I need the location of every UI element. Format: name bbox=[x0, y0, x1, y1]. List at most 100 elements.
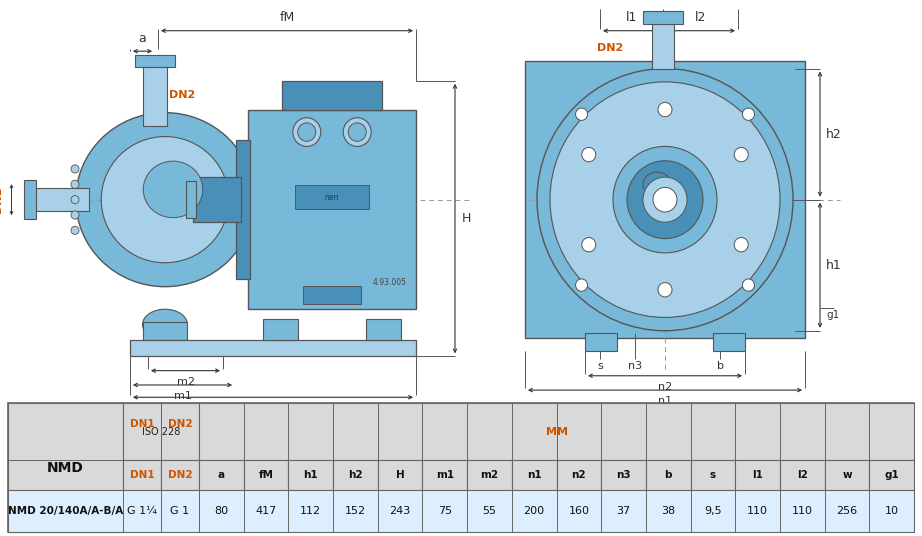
Text: ISO 228: ISO 228 bbox=[142, 427, 180, 437]
Circle shape bbox=[653, 188, 677, 212]
Bar bbox=[512, 460, 557, 490]
Text: m2: m2 bbox=[480, 470, 499, 480]
Circle shape bbox=[349, 123, 366, 142]
Bar bbox=[366, 319, 401, 340]
Text: m2: m2 bbox=[176, 377, 195, 387]
Text: n1: n1 bbox=[658, 396, 672, 406]
Bar bbox=[248, 109, 416, 309]
Text: H: H bbox=[396, 470, 405, 480]
Text: G 1: G 1 bbox=[171, 506, 190, 516]
Ellipse shape bbox=[76, 113, 254, 287]
Text: fM: fM bbox=[279, 11, 295, 24]
Bar bbox=[123, 460, 161, 490]
Bar bbox=[601, 460, 646, 490]
Text: DN1: DN1 bbox=[130, 419, 154, 429]
Bar bbox=[289, 460, 333, 490]
Text: NMD 20/140A/A-B/A: NMD 20/140A/A-B/A bbox=[8, 506, 124, 516]
Text: n2: n2 bbox=[572, 470, 586, 480]
Circle shape bbox=[627, 161, 703, 239]
Bar bbox=[713, 333, 745, 351]
Text: a: a bbox=[218, 470, 225, 480]
Bar bbox=[186, 181, 196, 218]
Text: l2: l2 bbox=[695, 11, 706, 24]
Text: 38: 38 bbox=[661, 506, 675, 516]
Bar bbox=[8, 403, 123, 532]
Bar bbox=[130, 340, 416, 356]
Circle shape bbox=[582, 147, 596, 162]
Text: 110: 110 bbox=[792, 506, 813, 516]
Text: s: s bbox=[710, 470, 716, 480]
Text: l2: l2 bbox=[797, 470, 808, 480]
Bar bbox=[123, 403, 199, 460]
Text: g1: g1 bbox=[826, 310, 839, 320]
Text: NMD: NMD bbox=[47, 460, 84, 475]
Text: 10: 10 bbox=[884, 506, 899, 516]
Bar bbox=[643, 11, 683, 24]
Bar bbox=[23, 180, 36, 219]
Text: s: s bbox=[597, 361, 603, 371]
Circle shape bbox=[71, 211, 79, 219]
Bar bbox=[193, 177, 241, 222]
Circle shape bbox=[71, 226, 79, 234]
Circle shape bbox=[734, 237, 749, 252]
Text: m1: m1 bbox=[173, 391, 192, 401]
Text: 37: 37 bbox=[617, 506, 631, 516]
Text: 55: 55 bbox=[482, 506, 496, 516]
Text: n3: n3 bbox=[616, 470, 631, 480]
Bar bbox=[467, 460, 512, 490]
Circle shape bbox=[582, 237, 596, 252]
Circle shape bbox=[71, 196, 79, 204]
Text: n3: n3 bbox=[628, 361, 642, 371]
Bar bbox=[557, 460, 601, 490]
Text: fM: fM bbox=[258, 470, 274, 480]
Bar bbox=[199, 460, 243, 490]
Circle shape bbox=[71, 165, 79, 173]
Text: l1: l1 bbox=[626, 11, 637, 24]
Text: 256: 256 bbox=[836, 506, 857, 516]
Circle shape bbox=[613, 146, 717, 253]
Bar bbox=[236, 139, 250, 279]
Circle shape bbox=[71, 180, 79, 188]
Text: b: b bbox=[665, 470, 672, 480]
Text: 110: 110 bbox=[747, 506, 768, 516]
Bar bbox=[824, 460, 869, 490]
Bar bbox=[243, 460, 289, 490]
Ellipse shape bbox=[143, 309, 187, 340]
Text: 80: 80 bbox=[214, 506, 229, 516]
Ellipse shape bbox=[143, 161, 203, 218]
Bar bbox=[652, 17, 674, 69]
Circle shape bbox=[658, 282, 672, 297]
Circle shape bbox=[293, 118, 321, 146]
Bar bbox=[295, 185, 369, 210]
Text: n1: n1 bbox=[526, 470, 541, 480]
Bar bbox=[525, 62, 805, 338]
Text: G 1¼: G 1¼ bbox=[127, 506, 157, 516]
Bar bbox=[8, 490, 914, 532]
Text: h1: h1 bbox=[826, 259, 842, 272]
Bar bbox=[780, 460, 824, 490]
Circle shape bbox=[658, 102, 672, 117]
Text: 112: 112 bbox=[301, 506, 321, 516]
Circle shape bbox=[742, 279, 754, 291]
Bar bbox=[33, 188, 89, 211]
Bar bbox=[281, 81, 383, 109]
Circle shape bbox=[343, 118, 372, 146]
Circle shape bbox=[550, 82, 780, 317]
Circle shape bbox=[575, 108, 587, 121]
Circle shape bbox=[537, 69, 793, 331]
Text: 4.93.005: 4.93.005 bbox=[373, 278, 407, 287]
Text: 9,5: 9,5 bbox=[704, 506, 722, 516]
Bar bbox=[199, 403, 914, 460]
Text: DN1: DN1 bbox=[130, 470, 154, 480]
Bar bbox=[263, 319, 298, 340]
Text: DN2: DN2 bbox=[168, 470, 193, 480]
Bar bbox=[303, 286, 361, 304]
Text: b: b bbox=[716, 361, 724, 371]
Circle shape bbox=[742, 108, 754, 121]
Text: w: w bbox=[268, 404, 278, 416]
Ellipse shape bbox=[101, 137, 229, 263]
Bar bbox=[646, 460, 691, 490]
Text: h2: h2 bbox=[349, 470, 362, 480]
Text: DN1: DN1 bbox=[0, 187, 4, 213]
Text: nen: nen bbox=[325, 193, 339, 202]
